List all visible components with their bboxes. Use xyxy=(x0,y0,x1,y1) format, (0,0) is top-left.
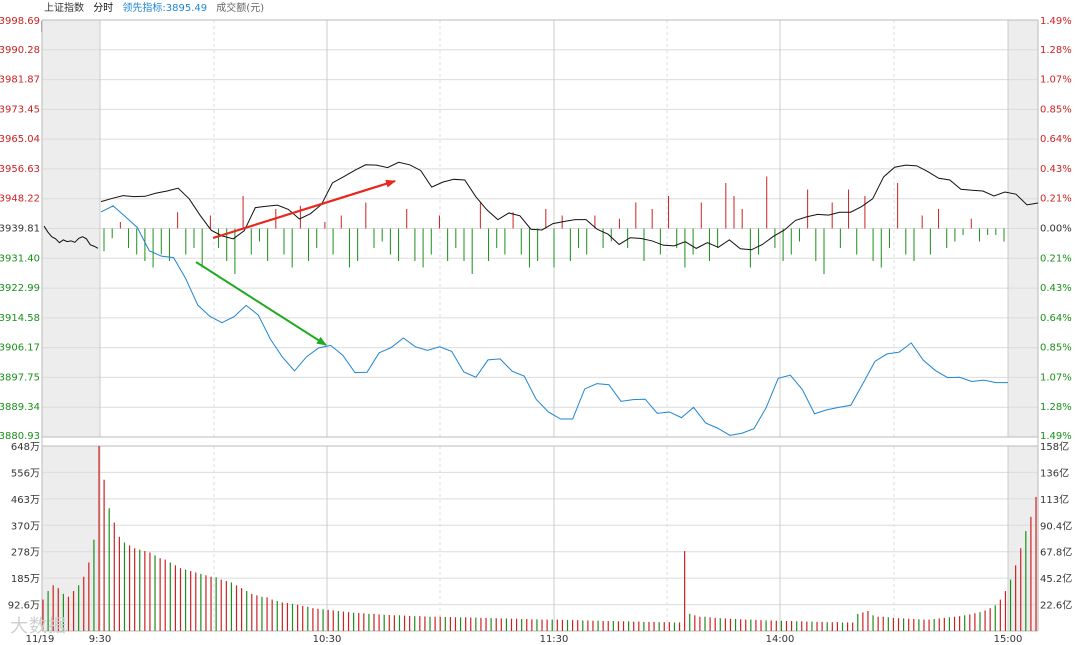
amount-tick-label: 90.4亿 xyxy=(1040,519,1072,532)
price-tick-label: 3897.75 xyxy=(0,372,40,383)
prev-day-volume-shade xyxy=(42,446,100,631)
pct-tick-label: 0.43% xyxy=(1040,283,1072,294)
closing-volume-shade xyxy=(1008,446,1038,631)
price-tick-label: 3906.17 xyxy=(0,343,40,354)
pct-tick-label: 1.49% xyxy=(1040,16,1072,27)
price-line xyxy=(100,161,1039,251)
pct-tick-label: 1.49% xyxy=(1040,431,1072,442)
pct-tick-label: 0.00% xyxy=(1040,224,1072,235)
price-tick-label: 3922.99 xyxy=(0,283,40,294)
time-tick-label: 10:30 xyxy=(313,634,342,645)
pct-tick-label: 0.85% xyxy=(1040,343,1072,354)
price-tick-label: 3998.69 xyxy=(0,16,40,27)
pct-tick-label: 1.07% xyxy=(1040,372,1072,383)
time-tick-label: 11:30 xyxy=(540,634,569,645)
pct-tick-label: 1.07% xyxy=(1040,75,1072,86)
price-tick-label: 3973.45 xyxy=(0,104,40,115)
pct-tick-label: 0.21% xyxy=(1040,253,1072,264)
price-tick-label: 3880.93 xyxy=(0,431,40,442)
price-tick-label: 3914.58 xyxy=(0,313,40,324)
up-trend-arrow xyxy=(212,179,396,240)
pct-tick-label: 0.85% xyxy=(1040,104,1072,115)
volume-tick-label: 556万 xyxy=(11,468,40,479)
time-tick-label: 9:30 xyxy=(89,634,111,645)
time-tick-label: 15:00 xyxy=(994,634,1023,645)
amount-tick-label: 22.6亿 xyxy=(1040,599,1072,612)
mode-tab[interactable]: 分时 xyxy=(93,3,114,14)
price-tick-label: 3948.22 xyxy=(0,194,40,205)
prev-day-price-line xyxy=(43,225,99,249)
volume-tick-label: 278万 xyxy=(11,548,40,559)
pct-tick-label: 1.28% xyxy=(1040,402,1072,413)
amount-tick-label: 113亿 xyxy=(1040,493,1069,506)
index-title: 上证指数 xyxy=(44,3,84,14)
pct-tick-label: 0.64% xyxy=(1040,134,1072,145)
lead-indicator-label: 领先指标: xyxy=(122,3,166,14)
volume-label: 成交额(元) xyxy=(216,3,265,14)
lead-indicator-line xyxy=(100,205,1008,436)
pct-tick-label: 0.21% xyxy=(1040,194,1072,205)
down-trend-arrow xyxy=(195,261,327,346)
amount-tick-label: 158亿 xyxy=(1040,440,1069,453)
pct-tick-label: 0.64% xyxy=(1040,313,1072,324)
price-tick-label: 3965.04 xyxy=(0,134,40,145)
volume-tick-label: 648万 xyxy=(11,442,40,453)
volume-tick-label: 370万 xyxy=(11,521,40,532)
price-tick-label: 3939.81 xyxy=(0,224,40,235)
pct-tick-label: 0.43% xyxy=(1040,164,1072,175)
lead-indicator-value: 3895.49 xyxy=(165,3,208,14)
volume-tick-label: 185万 xyxy=(11,574,40,585)
volume-tick-label: 463万 xyxy=(11,495,40,506)
volume-tick-label: 92.6万 xyxy=(8,601,40,612)
price-tick-label: 3889.34 xyxy=(0,402,40,413)
time-tick-label: 11/19 xyxy=(26,634,55,645)
price-tick-label: 3956.63 xyxy=(0,164,40,175)
price-tick-label: 3931.40 xyxy=(0,253,40,264)
price-tick-label: 3981.87 xyxy=(0,75,40,86)
price-tick-label: 3990.28 xyxy=(0,45,40,56)
watermark-logo: 大数据 xyxy=(10,616,67,637)
amount-tick-label: 67.8亿 xyxy=(1040,546,1072,559)
amount-tick-label: 45.2亿 xyxy=(1040,572,1072,585)
amount-tick-label: 136亿 xyxy=(1040,466,1069,479)
time-tick-label: 14:00 xyxy=(766,634,795,645)
chart-header: 上证指数 分时 领先指标:3895.49 成交额(元) xyxy=(44,1,270,17)
pct-tick-label: 1.28% xyxy=(1040,45,1072,56)
